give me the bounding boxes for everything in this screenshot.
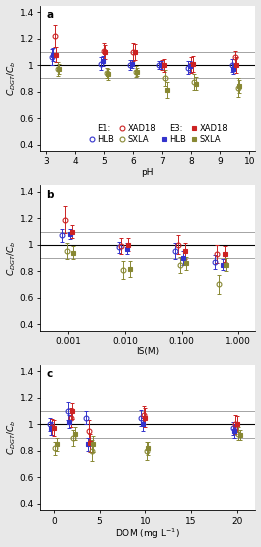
Y-axis label: $C_{DGT}/C_b$: $C_{DGT}/C_b$ (5, 240, 18, 276)
Y-axis label: $C_{DGT}/C_b$: $C_{DGT}/C_b$ (5, 61, 18, 96)
Legend: E1:, HLB, XAD18, SXLA, E3:, HLB, XAD18, SXLA: E1:, HLB, XAD18, SXLA, E3:, HLB, XAD18, … (85, 121, 232, 147)
Y-axis label: $C_{DGT}/C_b$: $C_{DGT}/C_b$ (5, 420, 18, 455)
X-axis label: IS(M): IS(M) (136, 347, 159, 357)
X-axis label: DOM (mg L$^{-1}$): DOM (mg L$^{-1}$) (115, 527, 180, 542)
X-axis label: pH: pH (141, 168, 154, 177)
Text: c: c (46, 369, 53, 379)
Text: a: a (46, 10, 54, 20)
Text: b: b (46, 189, 54, 200)
